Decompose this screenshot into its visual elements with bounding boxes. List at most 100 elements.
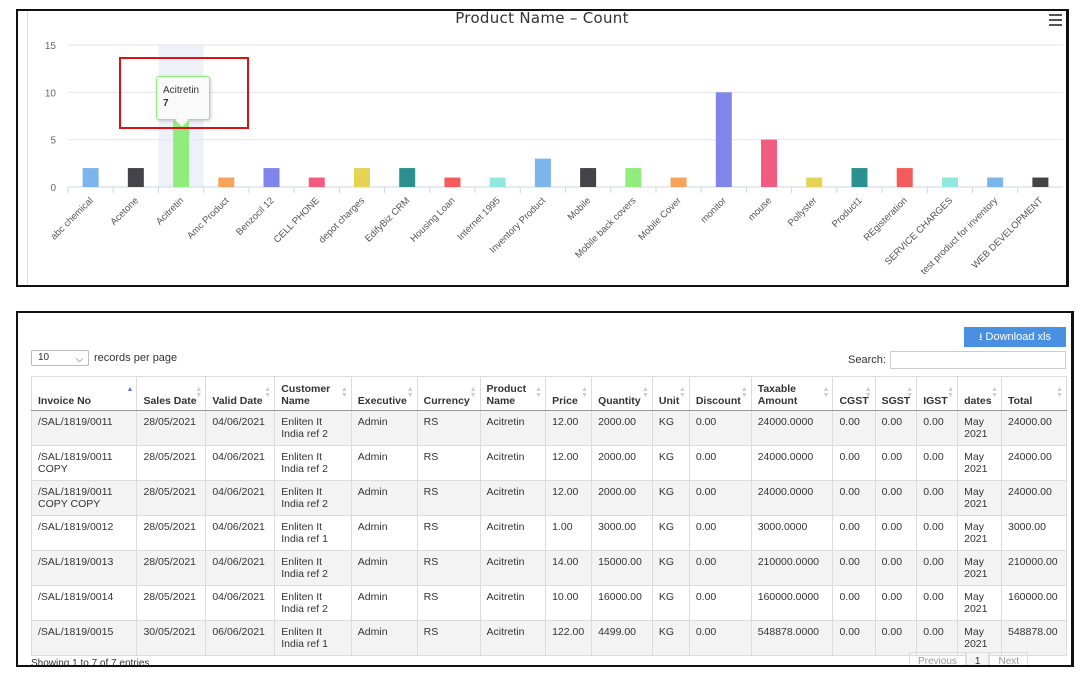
bar <box>670 177 687 187</box>
download-xls-button[interactable]: ⭳ Download xls <box>964 327 1066 347</box>
column-header[interactable]: Sales Date ▲ ▼ <box>136 376 207 411</box>
sort-icon: ▲ ▼ <box>678 386 686 399</box>
table-cell: Enliten It India ref 2 <box>274 550 352 586</box>
table-row[interactable]: /SAL/1819/0013 28/05/2021 04/06/2021 Enlite… <box>30 550 1067 586</box>
column-header-label: Discount <box>695 395 741 407</box>
column-header[interactable]: Unit ▲ ▼ <box>651 376 690 411</box>
column-header[interactable]: SGST ▲ ▼ <box>874 376 918 411</box>
invoice-table: Invoice No ▲ Sales Date ▲ ▼ Valid Date ▲ ▼ Custo… <box>30 376 1067 656</box>
column-header[interactable]: Total ▲ ▼ <box>1001 376 1067 411</box>
column-header-label: Sales Date <box>143 395 197 407</box>
column-header[interactable]: Valid Date ▲ ▼ <box>205 376 276 411</box>
sort-icon: ▲ ▼ <box>469 386 477 399</box>
table-cell: /SAL/1819/0011 COPY COPY <box>30 480 138 516</box>
x-tick-label: CELL PHONE <box>272 195 322 245</box>
column-header[interactable]: Executive ▲ ▼ <box>350 376 418 411</box>
table-row[interactable]: /SAL/1819/0011 28/05/2021 04/06/2021 Enlite… <box>30 410 1067 446</box>
table-cell: 0.00 <box>916 550 959 586</box>
bar <box>308 177 325 187</box>
table-cell: 1.00 <box>545 515 593 551</box>
download-label: Download xls <box>985 331 1051 343</box>
column-header[interactable]: Invoice No ▲ <box>30 376 138 411</box>
table-cell: 0.00 <box>688 585 752 621</box>
table-cell: 210000.0000 <box>750 550 834 586</box>
column-header-label: SGST <box>881 395 911 407</box>
table-cell: 28/05/2021 <box>136 585 207 621</box>
bar <box>489 177 506 187</box>
sort-icon: ▲ ▼ <box>991 386 998 399</box>
column-header[interactable]: Product Name ▲ ▼ <box>479 376 547 411</box>
table-panel: ⭳ Download xls 10 ⌵ records per page Searc… <box>16 311 1074 667</box>
column-header[interactable]: Customer Name ▲ ▼ <box>274 376 352 411</box>
column-header[interactable]: Price ▲ ▼ <box>545 376 593 411</box>
sort-asc-icon: ▲ <box>126 386 134 393</box>
table-cell: Admin <box>350 585 418 621</box>
sort-icon: ▲ ▼ <box>406 386 414 399</box>
page-1-button[interactable]: 1 <box>965 652 990 665</box>
records-per-page-select[interactable]: 10 ⌵ <box>31 350 89 366</box>
column-header[interactable]: IGST ▲ ▼ <box>916 376 959 411</box>
table-cell: RS <box>416 515 481 551</box>
column-header[interactable]: dates ▲ ▼ <box>957 376 1002 411</box>
previous-page-button[interactable]: Previous <box>909 652 966 665</box>
table-cell: 10.00 <box>545 585 593 621</box>
sort-icon: ▲ ▼ <box>864 386 872 399</box>
x-tick-label: EdifyBiz CRM <box>363 195 412 244</box>
column-header-label: Executive <box>357 395 407 407</box>
table-cell: 0.00 <box>874 585 918 621</box>
column-header[interactable]: Quantity ▲ ▼ <box>591 376 653 411</box>
column-header-label: dates <box>964 395 992 407</box>
sort-icon: ▲ ▼ <box>340 386 348 399</box>
chart-tooltip: Acitretin 7 <box>156 76 210 129</box>
table-row[interactable]: /SAL/1819/0011 COPY COPY 28/05/2021 04/06/… <box>30 480 1067 516</box>
table-cell: RS <box>416 410 481 446</box>
column-header[interactable]: CGST ▲ ▼ <box>832 376 876 411</box>
x-tick-label: monitor <box>699 195 729 225</box>
column-header-label: Price <box>552 395 578 407</box>
table-cell: RS <box>416 550 481 586</box>
table-cell: 28/05/2021 <box>136 445 207 481</box>
table-cell: Acitretin <box>479 480 547 516</box>
table-row[interactable]: /SAL/1819/0015 30/05/2021 06/06/2021 Enlite… <box>30 620 1067 656</box>
tooltip-value: 7 <box>163 98 169 109</box>
table-cell: 24000.00 <box>1001 410 1067 446</box>
table-cell: Enliten It India ref 1 <box>274 515 352 551</box>
table-cell: Admin <box>350 515 418 551</box>
column-header[interactable]: Discount ▲ ▼ <box>688 376 752 411</box>
y-tick-label: 5 <box>50 136 56 147</box>
table-cell: /SAL/1819/0015 <box>30 620 138 656</box>
next-page-button[interactable]: Next <box>989 652 1029 665</box>
table-cell: 0.00 <box>916 585 959 621</box>
bar <box>399 168 416 187</box>
table-cell: 24000.00 <box>1001 445 1067 481</box>
table-cell: 0.00 <box>874 445 918 481</box>
search-input[interactable] <box>889 351 1066 369</box>
table-cell: Acitretin <box>479 515 547 551</box>
column-header[interactable]: Currency ▲ ▼ <box>416 376 481 411</box>
hamburger-icon[interactable] <box>1049 14 1062 26</box>
table-cell: 0.00 <box>874 410 918 446</box>
column-header-label: Total <box>1008 395 1033 407</box>
table-cell: KG <box>651 410 690 446</box>
table-cell: 3000.00 <box>1001 515 1067 551</box>
table-row[interactable]: /SAL/1819/0012 28/05/2021 04/06/2021 Enlite… <box>30 515 1067 551</box>
chart-title: Product Name – Count <box>455 9 629 27</box>
table-cell: Acitretin <box>479 550 547 586</box>
table-cell: 0.00 <box>874 515 918 551</box>
table-cell: 160000.00 <box>1001 585 1067 621</box>
table-row[interactable]: /SAL/1819/0011 COPY 28/05/2021 04/06/2021 E… <box>30 445 1067 481</box>
table-cell: 04/06/2021 <box>205 410 276 446</box>
sort-icon: ▲ ▼ <box>906 386 914 399</box>
x-tick-label: Acetone <box>109 195 141 227</box>
table-cell: Admin <box>350 445 418 481</box>
records-per-page-label: records per page <box>94 352 178 364</box>
bar <box>625 168 642 187</box>
column-header-label: Unit <box>658 395 680 407</box>
bar <box>761 139 778 187</box>
table-cell: 24000.0000 <box>750 480 834 516</box>
column-header[interactable]: Taxable Amount ▲ ▼ <box>750 376 834 411</box>
table-info: Showing 1 to 7 of 7 entries <box>31 658 150 667</box>
table-cell: /SAL/1819/0012 <box>30 515 138 551</box>
table-row[interactable]: /SAL/1819/0014 28/05/2021 04/06/2021 Enlite… <box>30 585 1067 621</box>
table-cell: 0.00 <box>916 620 959 656</box>
